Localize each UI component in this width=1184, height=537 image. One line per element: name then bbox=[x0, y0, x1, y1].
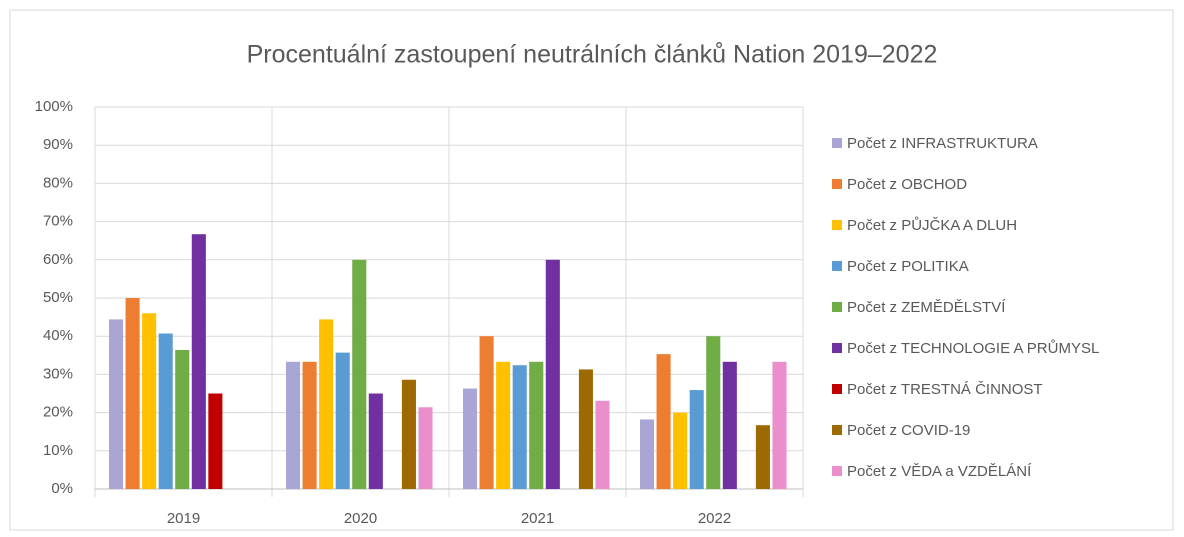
legend-swatch bbox=[832, 343, 842, 353]
bar bbox=[529, 361, 544, 489]
bar bbox=[418, 407, 433, 489]
legend-swatch bbox=[832, 384, 842, 394]
y-tick-label: 90% bbox=[43, 136, 73, 153]
bar bbox=[689, 390, 704, 489]
bar bbox=[191, 234, 206, 489]
bar bbox=[512, 365, 527, 489]
legend-label: Počet z INFRASTRUKTURA bbox=[847, 135, 1038, 152]
bar bbox=[142, 313, 157, 489]
legend-swatch bbox=[832, 179, 842, 189]
legend-swatch bbox=[832, 466, 842, 476]
y-tick-label: 70% bbox=[43, 213, 73, 230]
bar bbox=[368, 393, 383, 489]
legend-label: Počet z COVID-19 bbox=[847, 422, 970, 439]
bar bbox=[722, 361, 737, 489]
legend-swatch bbox=[832, 261, 842, 271]
legend-label: Počet z TRESTNÁ ČINNOST bbox=[847, 381, 1043, 398]
bar bbox=[352, 259, 367, 489]
bar bbox=[208, 393, 223, 489]
bar bbox=[158, 333, 173, 489]
bar bbox=[772, 361, 787, 489]
legend-swatch bbox=[832, 220, 842, 230]
y-tick-label: 80% bbox=[43, 174, 73, 191]
bar bbox=[496, 361, 511, 489]
x-tick-label: 2020 bbox=[344, 510, 377, 527]
chart-title: Procentuální zastoupení neutrálních člán… bbox=[247, 41, 938, 69]
y-tick-label: 60% bbox=[43, 251, 73, 268]
bar bbox=[640, 419, 655, 489]
bar bbox=[673, 412, 688, 489]
y-tick-label: 20% bbox=[43, 404, 73, 421]
bar bbox=[595, 400, 610, 489]
y-tick-label: 40% bbox=[43, 327, 73, 344]
bar bbox=[706, 336, 721, 489]
bar bbox=[463, 388, 478, 489]
x-tick-label: 2021 bbox=[521, 510, 554, 527]
bar bbox=[578, 369, 593, 489]
legend-label: Počet z TECHNOLOGIE A PRŮMYSL bbox=[847, 339, 1099, 357]
bar bbox=[125, 298, 140, 489]
x-tick-label: 2022 bbox=[698, 510, 731, 527]
legend-swatch bbox=[832, 425, 842, 435]
y-tick-label: 10% bbox=[43, 442, 73, 459]
y-tick-label: 100% bbox=[35, 98, 73, 115]
legend-label: Počet z ZEMĚDĚLSTVÍ bbox=[847, 299, 1006, 316]
bar bbox=[479, 336, 494, 489]
y-tick-label: 0% bbox=[51, 480, 73, 497]
bar bbox=[401, 379, 416, 489]
legend-label: Počet z PŮJČKA A DLUH bbox=[847, 216, 1017, 234]
legend-label: Počet z POLITIKA bbox=[847, 258, 969, 275]
bar bbox=[302, 361, 317, 489]
bar bbox=[755, 425, 770, 489]
bar bbox=[175, 349, 190, 489]
bar bbox=[545, 259, 560, 489]
legend-label: Počet z VĚDA a VZDĚLÁNÍ bbox=[847, 463, 1032, 480]
y-tick-label: 30% bbox=[43, 365, 73, 382]
bar bbox=[286, 361, 301, 489]
legend-swatch bbox=[832, 138, 842, 148]
bar bbox=[335, 352, 350, 489]
bar bbox=[109, 319, 124, 489]
bar bbox=[319, 319, 334, 489]
legend-swatch bbox=[832, 302, 842, 312]
legend-label: Počet z OBCHOD bbox=[847, 176, 967, 193]
x-tick-label: 2019 bbox=[167, 510, 200, 527]
bar bbox=[656, 354, 671, 489]
y-tick-label: 50% bbox=[43, 289, 73, 306]
